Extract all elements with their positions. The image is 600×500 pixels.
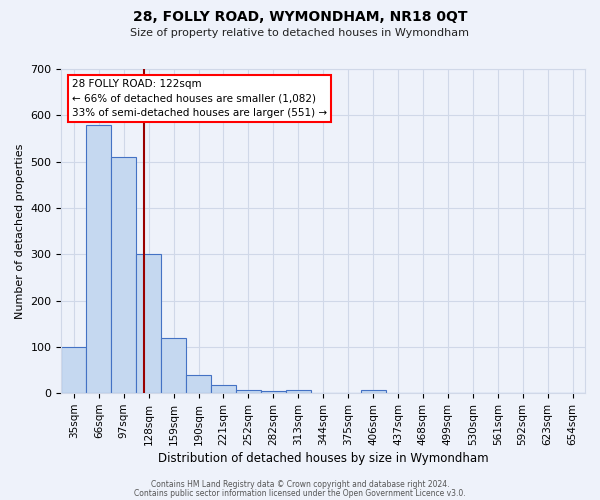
Text: 28 FOLLY ROAD: 122sqm
← 66% of detached houses are smaller (1,082)
33% of semi-d: 28 FOLLY ROAD: 122sqm ← 66% of detached … — [72, 78, 327, 118]
Text: Contains HM Land Registry data © Crown copyright and database right 2024.: Contains HM Land Registry data © Crown c… — [151, 480, 449, 489]
Bar — [161, 338, 186, 393]
Bar — [111, 157, 136, 393]
Bar — [86, 124, 111, 393]
Bar — [61, 347, 86, 393]
Text: 28, FOLLY ROAD, WYMONDHAM, NR18 0QT: 28, FOLLY ROAD, WYMONDHAM, NR18 0QT — [133, 10, 467, 24]
Text: Contains public sector information licensed under the Open Government Licence v3: Contains public sector information licen… — [134, 488, 466, 498]
Bar — [361, 390, 386, 393]
Bar — [286, 390, 311, 393]
Bar — [211, 386, 236, 393]
Bar — [236, 390, 261, 393]
Bar — [186, 374, 211, 393]
Bar — [136, 254, 161, 393]
X-axis label: Distribution of detached houses by size in Wymondham: Distribution of detached houses by size … — [158, 452, 488, 465]
Text: Size of property relative to detached houses in Wymondham: Size of property relative to detached ho… — [131, 28, 470, 38]
Y-axis label: Number of detached properties: Number of detached properties — [15, 144, 25, 319]
Bar — [261, 391, 286, 393]
